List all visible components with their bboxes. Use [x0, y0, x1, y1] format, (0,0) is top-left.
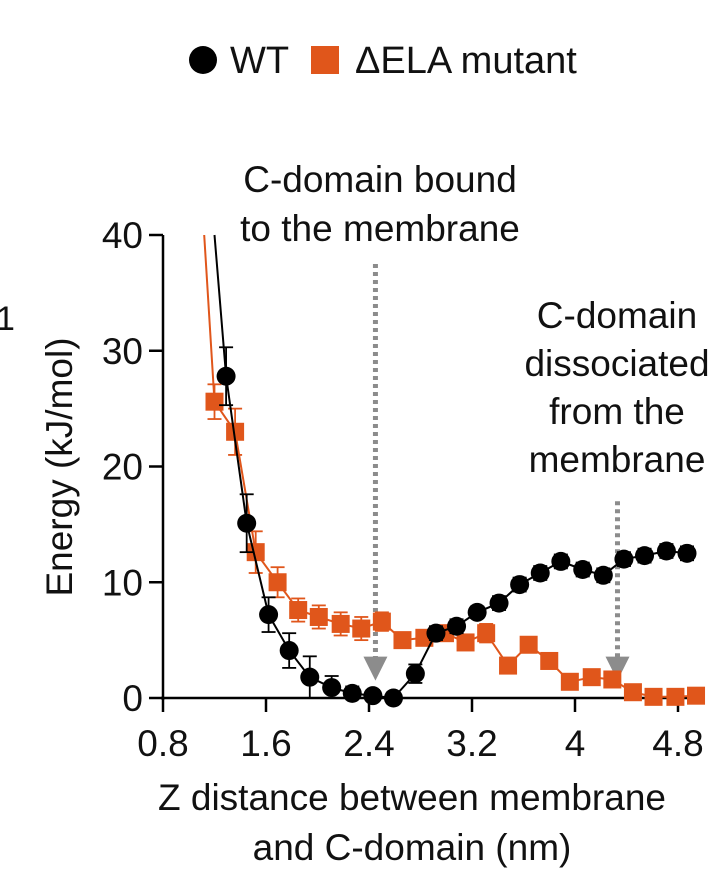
data-point — [645, 688, 663, 706]
data-point — [289, 601, 307, 619]
x-tick-label: 1.6 — [240, 723, 291, 764]
data-point — [499, 657, 517, 675]
data-point — [468, 603, 487, 622]
data-point — [384, 689, 403, 708]
data-point — [217, 367, 236, 386]
data-point — [666, 688, 684, 706]
x-tick-label: 4.8 — [652, 723, 703, 764]
data-point — [310, 608, 328, 626]
data-point — [551, 552, 570, 571]
y-tick-label: 20 — [102, 447, 143, 488]
data-point — [635, 546, 654, 565]
y-tick-label: 40 — [102, 215, 143, 256]
data-point — [332, 615, 350, 633]
x-tick-label: 0.8 — [137, 723, 188, 764]
data-point — [520, 636, 538, 654]
annotation-dissociated-line-1: C-domain — [537, 295, 697, 336]
y-tick-label: 30 — [102, 331, 143, 372]
legend: WT ΔELA mutant — [189, 40, 577, 82]
data-point — [237, 514, 256, 533]
data-point — [531, 563, 550, 582]
data-point — [343, 684, 362, 703]
x-tick-label: 2.4 — [343, 723, 394, 764]
data-point — [426, 624, 445, 643]
y-tick-label: 0 — [122, 678, 143, 719]
legend-marker-mutant — [311, 46, 339, 74]
data-point — [477, 624, 495, 642]
annotation-bound-line-2: to the membrane — [240, 208, 520, 249]
data-point — [300, 668, 319, 687]
data-point — [594, 566, 613, 585]
data-point — [540, 652, 558, 670]
annotation-bound-line-1: C-domain bound — [243, 159, 517, 200]
legend-label-mutant: ΔELA mutant — [355, 40, 577, 82]
data-point — [373, 613, 391, 631]
data-point — [614, 550, 633, 569]
data-point — [687, 687, 705, 705]
data-point — [603, 670, 621, 688]
data-point — [624, 683, 642, 701]
annotation-arrow-head — [363, 657, 387, 681]
y-tick-label: 10 — [102, 562, 143, 603]
data-point — [206, 393, 224, 411]
data-point — [280, 641, 299, 660]
x-axis-label-line-1: Z distance between membrane — [158, 777, 666, 818]
legend-marker-wt — [189, 46, 217, 74]
annotation-dissociated-line-3: from the — [549, 391, 685, 432]
data-point — [447, 617, 466, 636]
y-axis-label: Energy (kJ/mol) — [39, 337, 80, 596]
x-tick-label: 4 — [565, 723, 586, 764]
data-point — [363, 686, 382, 705]
data-point — [352, 620, 370, 638]
annotation-dissociated-line-2: dissociated — [524, 343, 709, 384]
x-tick-label: 3.2 — [446, 723, 497, 764]
data-point — [583, 668, 601, 686]
x-axis-label-line-2: and C-domain (nm) — [253, 827, 572, 868]
data-point — [269, 573, 287, 591]
data-point — [322, 678, 341, 697]
data-point — [657, 541, 676, 560]
stray-label: 1 — [0, 300, 15, 338]
data-point — [573, 560, 592, 579]
data-point — [678, 544, 697, 563]
data-point — [561, 673, 579, 691]
data-point — [510, 575, 529, 594]
annotation-dissociated-line-4: membrane — [529, 439, 706, 480]
data-point — [393, 631, 411, 649]
data-point — [457, 633, 475, 651]
data-point — [490, 594, 509, 613]
legend-label-wt: WT — [230, 40, 289, 82]
data-point — [406, 664, 425, 683]
data-point — [259, 605, 278, 624]
